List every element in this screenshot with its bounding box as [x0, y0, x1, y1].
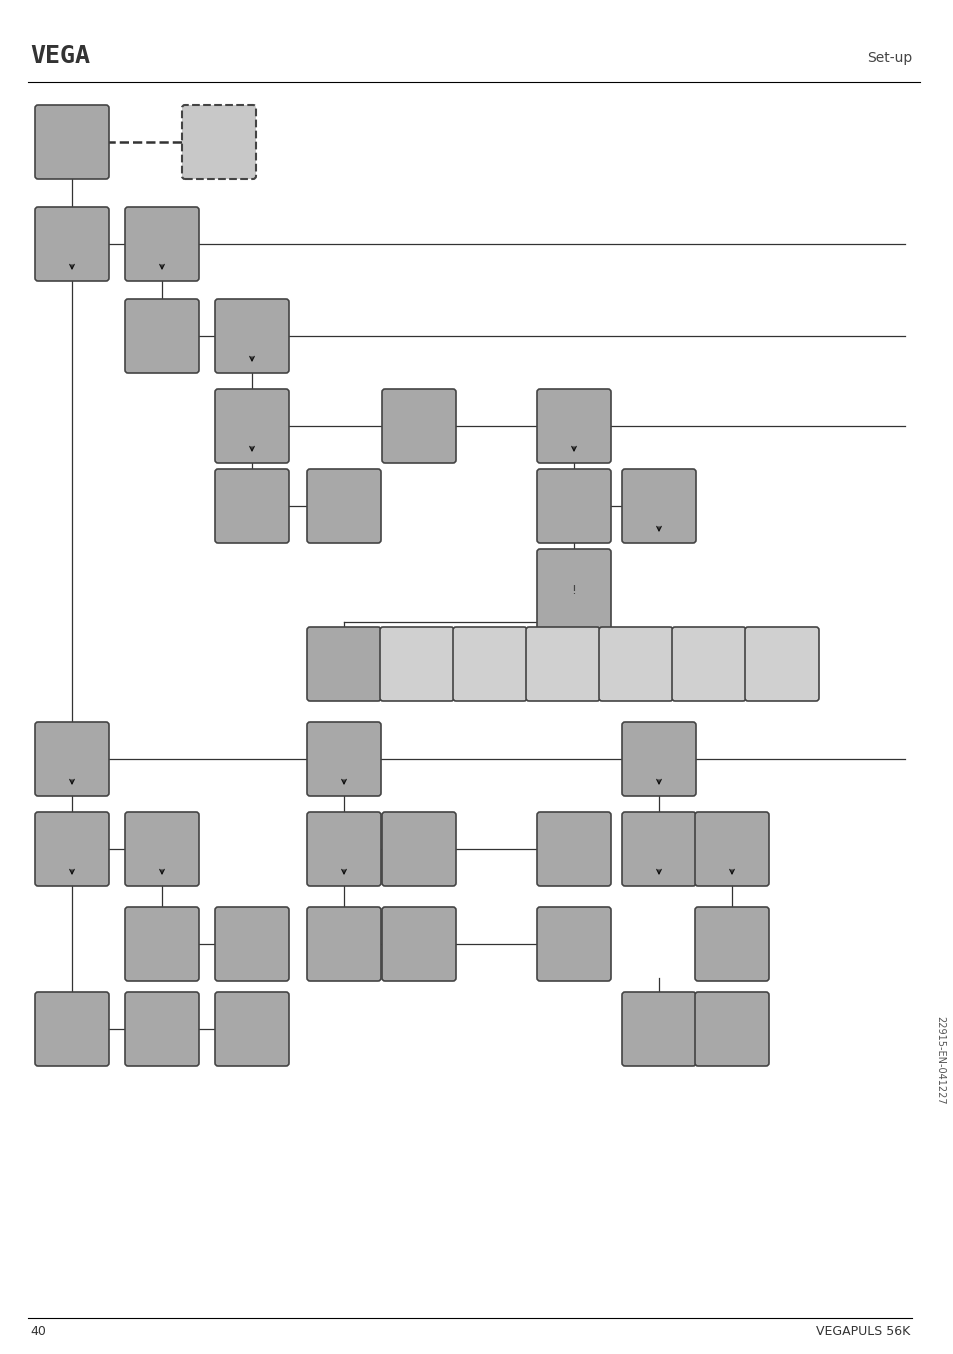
FancyBboxPatch shape: [35, 106, 109, 179]
FancyBboxPatch shape: [125, 812, 199, 886]
FancyBboxPatch shape: [214, 992, 289, 1066]
FancyBboxPatch shape: [35, 207, 109, 282]
FancyBboxPatch shape: [35, 812, 109, 886]
FancyBboxPatch shape: [621, 812, 696, 886]
FancyBboxPatch shape: [537, 389, 610, 463]
FancyBboxPatch shape: [537, 812, 610, 886]
FancyBboxPatch shape: [307, 722, 380, 796]
FancyBboxPatch shape: [695, 907, 768, 982]
FancyBboxPatch shape: [35, 722, 109, 796]
FancyBboxPatch shape: [379, 627, 454, 701]
FancyBboxPatch shape: [621, 992, 696, 1066]
FancyBboxPatch shape: [381, 389, 456, 463]
FancyBboxPatch shape: [307, 468, 380, 543]
FancyBboxPatch shape: [525, 627, 599, 701]
FancyBboxPatch shape: [125, 207, 199, 282]
FancyBboxPatch shape: [182, 106, 255, 179]
FancyBboxPatch shape: [621, 468, 696, 543]
FancyBboxPatch shape: [214, 389, 289, 463]
FancyBboxPatch shape: [35, 992, 109, 1066]
FancyBboxPatch shape: [537, 548, 610, 634]
Text: Set-up: Set-up: [866, 51, 911, 65]
Text: VEGAPULS 56K: VEGAPULS 56K: [815, 1326, 909, 1338]
FancyBboxPatch shape: [214, 299, 289, 372]
FancyBboxPatch shape: [307, 907, 380, 982]
FancyBboxPatch shape: [744, 627, 818, 701]
FancyBboxPatch shape: [671, 627, 745, 701]
FancyBboxPatch shape: [214, 468, 289, 543]
FancyBboxPatch shape: [125, 907, 199, 982]
FancyBboxPatch shape: [537, 468, 610, 543]
FancyBboxPatch shape: [695, 812, 768, 886]
FancyBboxPatch shape: [598, 627, 672, 701]
Text: VEGA: VEGA: [30, 43, 90, 68]
FancyBboxPatch shape: [125, 992, 199, 1066]
FancyBboxPatch shape: [381, 907, 456, 982]
FancyBboxPatch shape: [214, 907, 289, 982]
FancyBboxPatch shape: [695, 992, 768, 1066]
FancyBboxPatch shape: [453, 627, 526, 701]
Text: 22915-EN-041227: 22915-EN-041227: [934, 1016, 944, 1105]
FancyBboxPatch shape: [621, 722, 696, 796]
FancyBboxPatch shape: [307, 627, 380, 701]
FancyBboxPatch shape: [537, 907, 610, 982]
FancyBboxPatch shape: [307, 812, 380, 886]
FancyBboxPatch shape: [125, 299, 199, 372]
FancyBboxPatch shape: [381, 812, 456, 886]
Text: 40: 40: [30, 1326, 46, 1338]
Text: !: !: [571, 585, 576, 597]
